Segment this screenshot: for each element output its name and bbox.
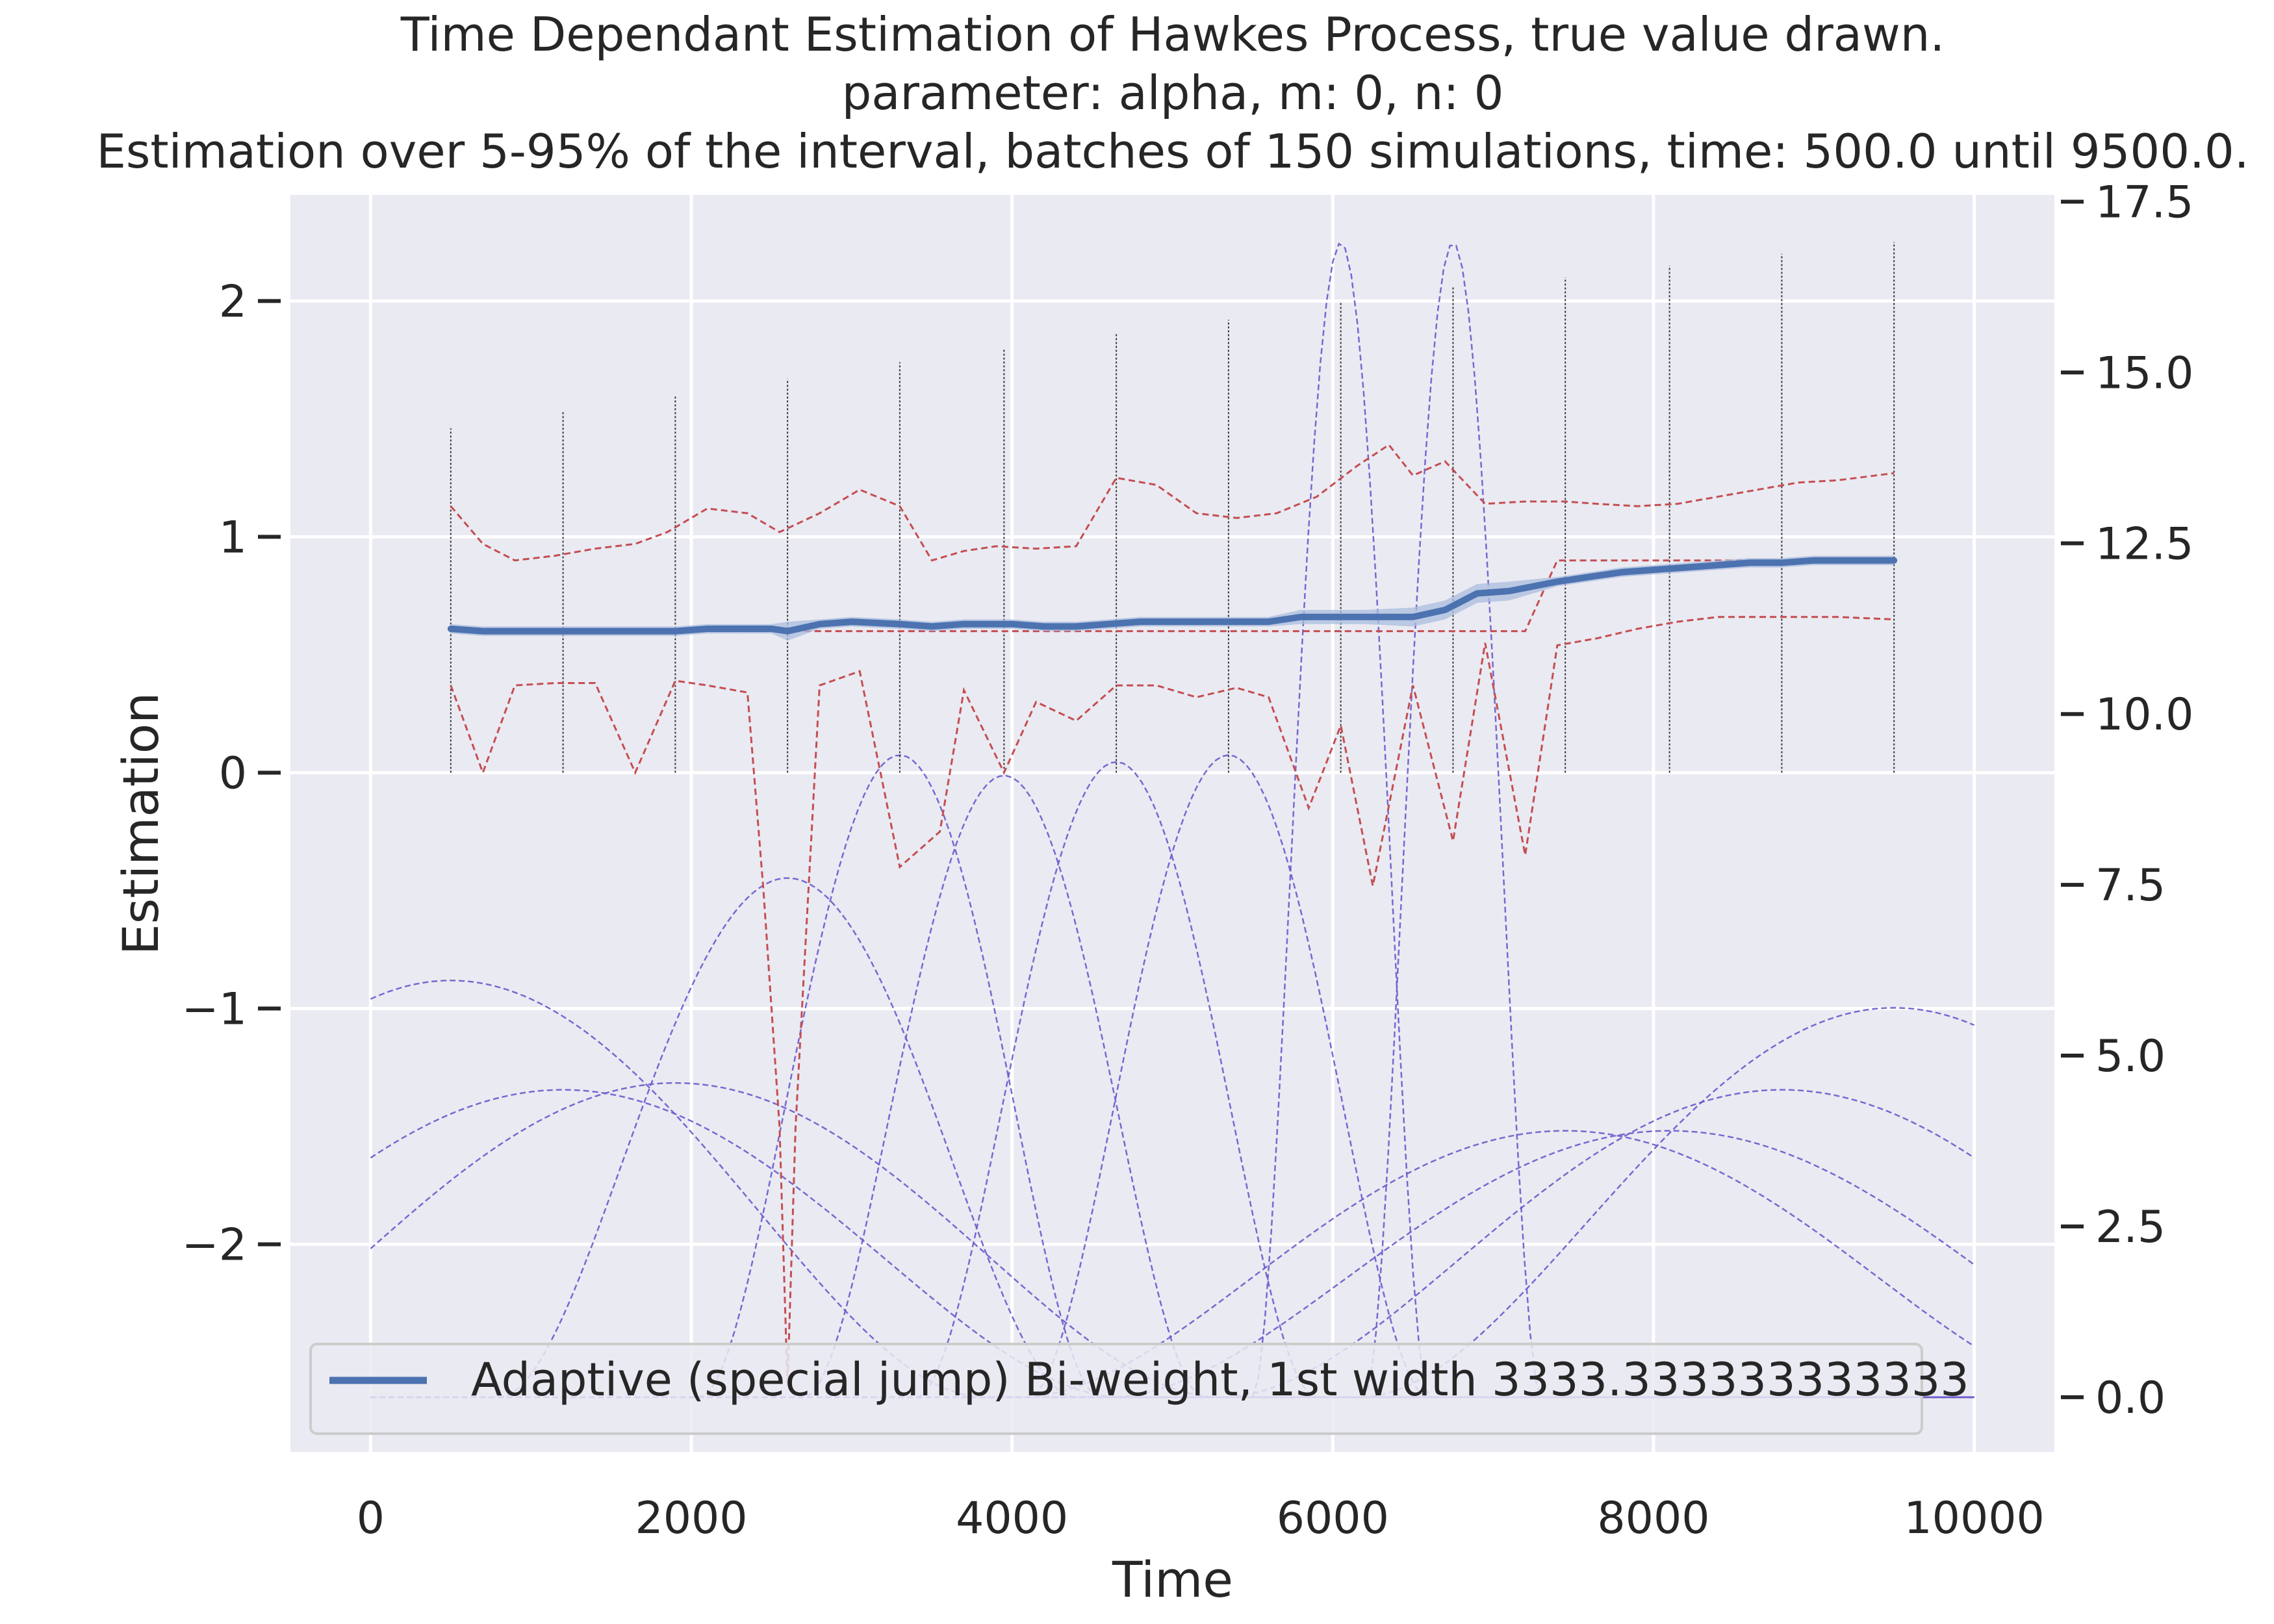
y2-tick-label: 17.5 [2095,177,2193,229]
y-tick-label: 2 [219,276,247,327]
legend-box [309,1343,1923,1435]
true-value-line [450,559,1895,633]
y-axis: −2 −1 0 1 2 [182,276,281,1271]
y2-tick-label: 15.0 [2095,348,2193,399]
legend: Adaptive (special jump) Bi-weight, 1st w… [309,1343,1969,1435]
y2-tick-label: 5.0 [2095,1031,2165,1082]
chart-title-line-2: parameter: alpha, m: 0, n: 0 [842,66,1504,120]
plot-area [290,195,2054,1452]
lower-quantile-line [450,616,1895,1386]
y2-tick-label: 12.5 [2095,518,2193,570]
x-axis: 0 2000 4000 6000 8000 10000 [357,1493,2045,1544]
y2-tick-label: 7.5 [2095,860,2165,911]
x-tick-label: 2000 [635,1493,748,1544]
chart-title-line-1: Time Dependant Estimation of Hawkes Proc… [400,7,1945,62]
x-tick-label: 10000 [1904,1493,2044,1544]
legend-entry-estimate: Adaptive (special jump) Bi-weight, 1st w… [471,1353,1969,1406]
grid [290,195,2054,1452]
y2-tick-label: 10.0 [2095,689,2193,741]
x-tick-label: 8000 [1597,1493,1709,1544]
x-tick-label: 6000 [1277,1493,1389,1544]
chart-title-line-3: Estimation over 5-95% of the interval, b… [96,124,2249,179]
x-tick-label: 4000 [956,1493,1068,1544]
y2-tick-label: 2.5 [2095,1202,2165,1253]
y2-tick-label: 0.0 [2095,1373,2165,1424]
y-axis-label: Estimation [112,692,170,956]
y-tick-label: −2 [182,1220,247,1271]
upper-quantile-line [450,443,1895,562]
x-tick-label: 0 [357,1493,385,1544]
y-tick-label: −1 [182,983,247,1035]
x-axis-label: Time [1112,1551,1233,1608]
estimate-line [447,557,1898,635]
y-tick-label: 0 [219,748,247,799]
y-tick-label: 1 [219,512,247,563]
secondary-y-axis: 0.0 2.5 5.0 7.5 10.0 12.5 15.0 17.5 [2061,177,2193,1424]
